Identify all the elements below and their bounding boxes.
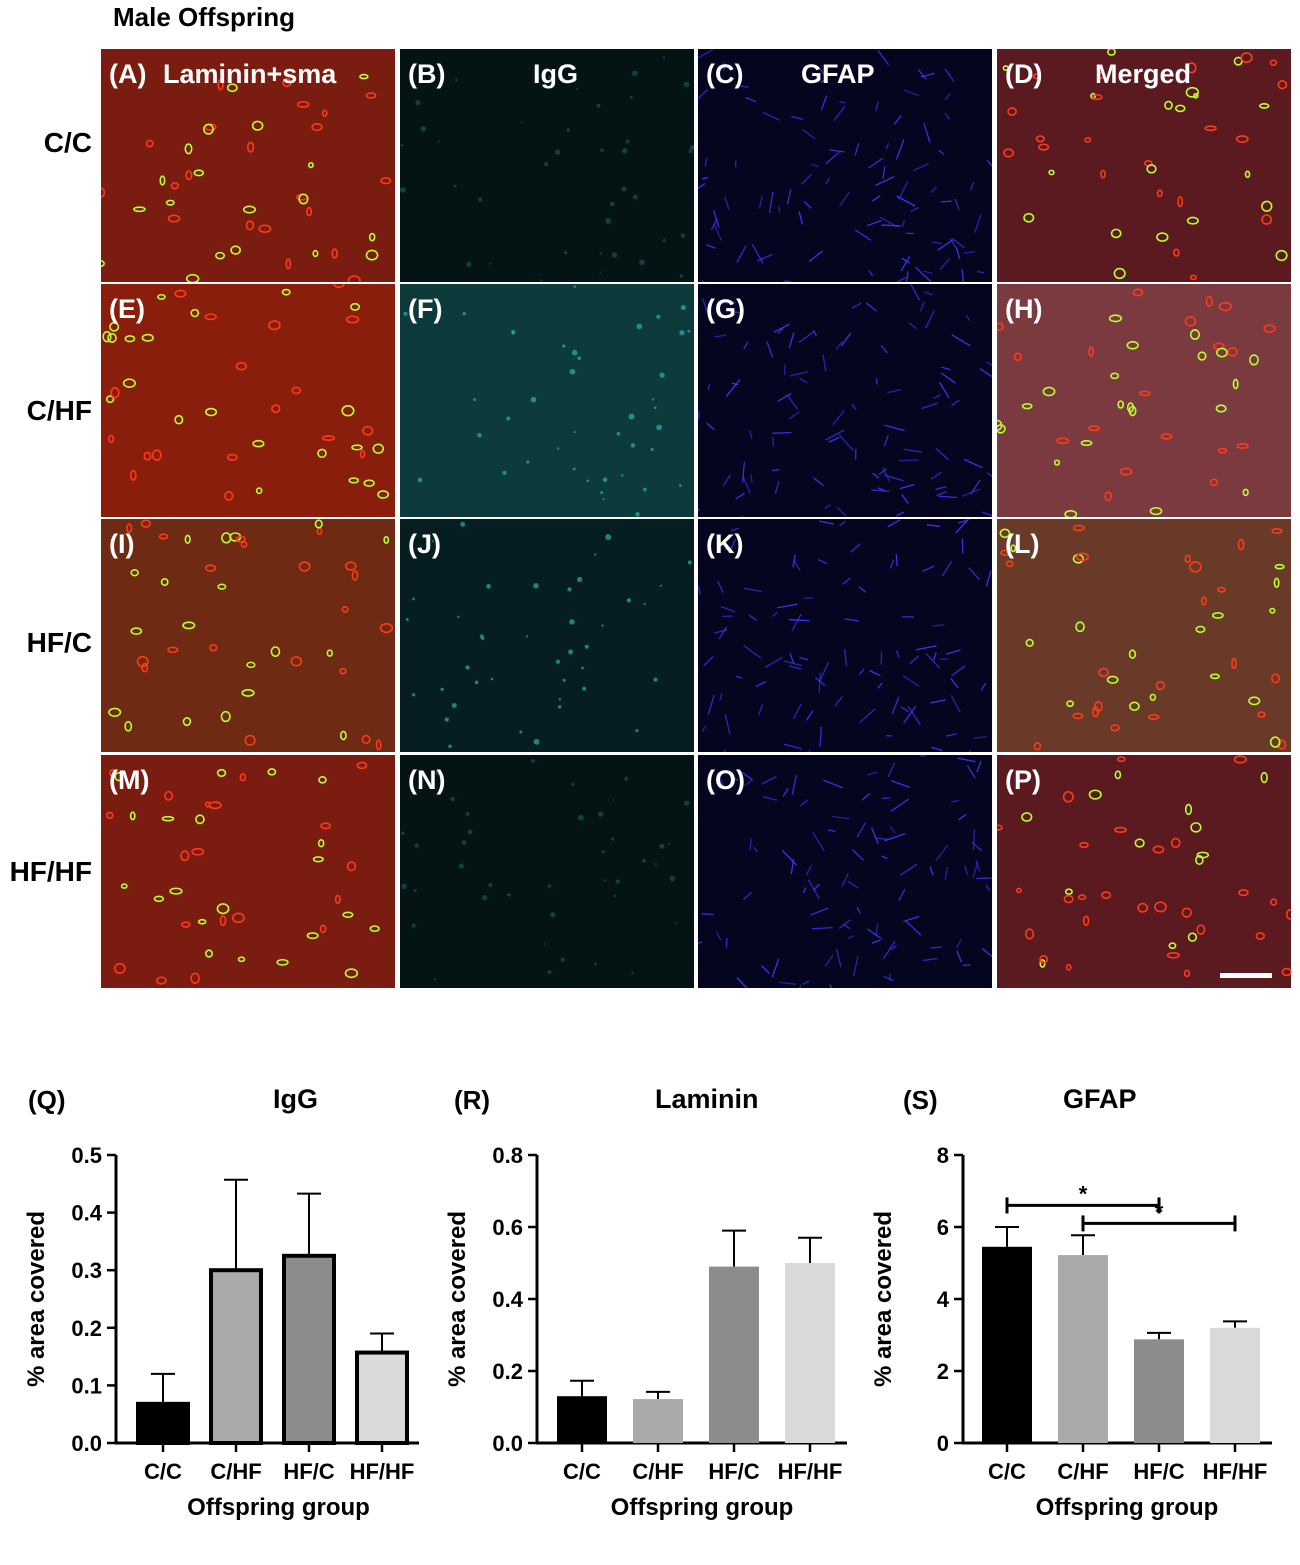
micrograph-igg-1: (F) — [400, 284, 694, 517]
panel-label: (J) — [408, 529, 441, 559]
bar — [1134, 1339, 1184, 1443]
panel-label: (P) — [1005, 765, 1041, 795]
x-tick-label: HF/C — [708, 1459, 759, 1484]
bar — [633, 1399, 683, 1443]
micrograph-laminin-sma-2: (I) — [101, 519, 395, 752]
y-tick-label: 0.4 — [71, 1201, 102, 1226]
micrograph-gfap-2: (K) — [698, 519, 992, 752]
row-label-hfc: HF/C — [26, 627, 92, 658]
column-title-laminin-sma: Laminin+sma — [163, 59, 337, 89]
bar — [1210, 1327, 1260, 1443]
bar — [136, 1401, 190, 1445]
x-tick-label: C/HF — [632, 1459, 683, 1484]
bar — [557, 1396, 607, 1443]
y-axis-label: % area covered — [870, 1211, 897, 1387]
y-tick-label: 0 — [937, 1431, 949, 1456]
panel-label: (I) — [109, 529, 135, 559]
column-title-merged: Merged — [1095, 59, 1192, 89]
bar — [982, 1246, 1032, 1443]
micrograph-gfap-1: (G) — [698, 284, 992, 517]
row-label-chf: C/HF — [26, 395, 92, 426]
y-tick-label: 0.6 — [492, 1215, 523, 1240]
x-tick-label: HF/HF — [1203, 1459, 1268, 1484]
micrograph-igg-2: (J) — [400, 519, 694, 752]
column-title-igg: IgG — [533, 59, 578, 89]
micrograph-merged-0: (D) Merged — [997, 49, 1291, 282]
micrograph-igg-3: (N) — [400, 755, 694, 988]
y-tick-label: 0.0 — [71, 1431, 102, 1456]
chart-title-laminin: Laminin — [655, 1084, 759, 1114]
chart-panel-label-s: (S) — [903, 1085, 938, 1115]
y-tick-label: 6 — [937, 1215, 949, 1240]
column-title-gfap: GFAP — [801, 59, 875, 89]
panel-label: (M) — [109, 765, 150, 795]
row-label-hfhf: HF/HF — [9, 856, 92, 887]
micrograph-igg-0: (B) IgG — [400, 49, 694, 282]
bar — [709, 1266, 759, 1443]
significance-star: * — [1155, 1199, 1164, 1224]
x-tick-label: C/C — [563, 1459, 601, 1484]
bar — [355, 1350, 409, 1445]
x-axis-label: Offspring group — [187, 1494, 370, 1521]
panel-label: (B) — [408, 59, 446, 89]
x-tick-label: HF/HF — [778, 1459, 843, 1484]
x-tick-label: HF/HF — [350, 1459, 415, 1484]
micrograph-laminin-sma-0: (A) Laminin+sma — [101, 49, 395, 282]
x-tick-label: HF/C — [283, 1459, 334, 1484]
chart-title-igg: IgG — [273, 1084, 318, 1114]
micrograph-gfap-3: (O) — [698, 755, 992, 988]
panel-label: (L) — [1005, 529, 1040, 559]
chart-title-gfap: GFAP — [1063, 1084, 1137, 1114]
significance-star: * — [1079, 1181, 1088, 1206]
micrograph-laminin-sma-3: (M) — [101, 755, 395, 988]
row-label-cc: C/C — [43, 127, 92, 158]
panel-label: (N) — [408, 765, 446, 795]
bar — [785, 1263, 835, 1443]
y-axis-label: % area covered — [444, 1211, 471, 1387]
y-tick-label: 0.2 — [71, 1316, 102, 1341]
y-axis-label: % area covered — [23, 1211, 50, 1387]
panel-label: (E) — [109, 294, 145, 324]
panel-label: (K) — [706, 529, 744, 559]
y-tick-label: 0.0 — [492, 1431, 523, 1456]
figure-title: Male Offspring — [113, 2, 296, 32]
scale-bar — [1220, 973, 1272, 978]
x-axis-label: Offspring group — [1036, 1494, 1219, 1521]
panel-label: (D) — [1005, 59, 1043, 89]
x-tick-label: C/HF — [210, 1459, 261, 1484]
micrograph-laminin-sma-1: (E) — [101, 284, 395, 517]
y-tick-label: 0.8 — [492, 1143, 523, 1168]
panel-label: (F) — [408, 294, 443, 324]
x-tick-label: C/C — [144, 1459, 182, 1484]
bar — [1058, 1255, 1108, 1443]
y-tick-label: 0.3 — [71, 1258, 102, 1283]
x-tick-label: C/HF — [1057, 1459, 1108, 1484]
chart-panel-label-r: (R) — [454, 1085, 491, 1115]
y-tick-label: 8 — [937, 1143, 949, 1168]
panel-label: (G) — [706, 294, 745, 324]
bar-charts: 0.0 0.1 0.2 0.3 0.4 0.5 % area covered C/C C/HF H… — [23, 1143, 1272, 1521]
chart-panel-label-q: (Q) — [28, 1085, 66, 1115]
y-tick-label: 0.5 — [71, 1143, 102, 1168]
panel-label: (C) — [706, 59, 744, 89]
y-tick-label: 0.1 — [71, 1373, 102, 1398]
micrograph-merged-3: (P) — [997, 755, 1291, 988]
micrograph-gfap-0: (C) GFAP — [698, 49, 992, 282]
bar — [209, 1268, 263, 1445]
micrograph-merged-1: (H) — [997, 284, 1291, 517]
y-tick-label: 4 — [937, 1287, 950, 1312]
y-tick-label: 2 — [937, 1359, 949, 1384]
y-tick-label: 0.4 — [492, 1287, 523, 1312]
x-tick-label: HF/C — [1133, 1459, 1184, 1484]
panel-label: (A) — [109, 59, 147, 89]
x-tick-label: C/C — [988, 1459, 1026, 1484]
bar — [282, 1253, 336, 1445]
panel-label: (O) — [706, 765, 745, 795]
micrograph-merged-2: (L) — [997, 519, 1291, 752]
panel-label: (H) — [1005, 294, 1043, 324]
x-axis-label: Offspring group — [611, 1494, 794, 1521]
y-tick-label: 0.2 — [492, 1359, 523, 1384]
